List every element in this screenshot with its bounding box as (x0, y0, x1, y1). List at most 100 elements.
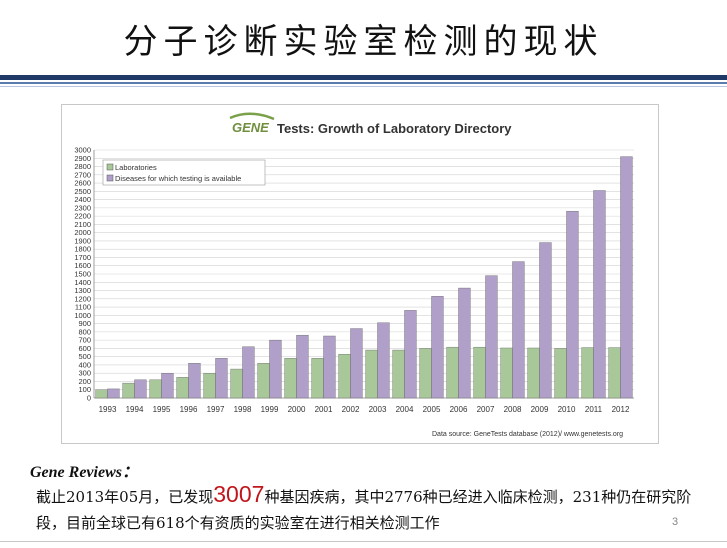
x-tick-label: 2006 (450, 405, 468, 414)
y-tick-label: 2500 (74, 187, 91, 196)
bar-laboratories (176, 377, 189, 399)
bar-diseases (269, 339, 282, 399)
bar-diseases (242, 346, 255, 399)
bar-diseases (539, 242, 552, 399)
bar-diseases (161, 373, 174, 399)
bar-diseases (350, 328, 363, 399)
y-tick-label: 400 (78, 360, 91, 369)
bar-diseases (134, 379, 147, 399)
chart-legend: Laboratories Diseases for which testing … (102, 159, 266, 186)
bar-diseases (296, 334, 309, 399)
bar-laboratories (311, 358, 324, 399)
chart-title: Tests: Growth of Laboratory Directory (277, 121, 512, 136)
y-tick-label: 500 (78, 352, 91, 361)
x-tick-label: 2004 (396, 405, 414, 414)
x-tick-label: 2008 (504, 405, 522, 414)
bar-diseases (323, 335, 336, 399)
y-tick-label: 1900 (74, 236, 91, 245)
y-tick-label: 2200 (74, 212, 91, 221)
bar-diseases (431, 296, 444, 399)
y-tick-label: 2700 (74, 170, 91, 179)
y-tick-label: 1100 (75, 303, 91, 312)
bar-diseases (377, 322, 390, 399)
bar-laboratories (365, 349, 378, 399)
bar-laboratories (230, 368, 243, 399)
chart-frame: GENE Tests: Growth of Laboratory Directo… (61, 104, 659, 444)
chart-title-group: GENE Tests: Growth of Laboratory Directo… (229, 112, 512, 136)
x-tick-label: 1993 (99, 405, 117, 414)
title-rule-light (0, 82, 727, 84)
y-tick-label: 1700 (74, 253, 91, 262)
summary-text-before: 截止2013年05月，已发现 (36, 488, 214, 506)
legend-label-laboratories: Laboratories (115, 163, 157, 172)
gene-reviews-heading: Gene Reviews： (30, 464, 138, 481)
y-tick-label: 2400 (74, 195, 91, 204)
disease-count-highlight: 3007 (213, 481, 265, 507)
bar-laboratories (203, 373, 216, 399)
y-tick-label: 600 (78, 344, 91, 353)
y-tick-label: 2900 (74, 154, 91, 163)
bar-chart: GENE Tests: Growth of Laboratory Directo… (74, 112, 634, 438)
y-tick-label: 2800 (74, 162, 91, 171)
y-tick-label: 300 (78, 369, 91, 378)
x-tick-label: 2005 (423, 405, 441, 414)
x-tick-label: 1996 (180, 405, 198, 414)
summary-text-after: 种基因疾病，其中2776种已经进入临床检测，231种仍在研究阶段，目前全球已有6… (36, 488, 692, 532)
x-tick-label: 2011 (585, 405, 603, 414)
y-tick-label: 700 (78, 336, 91, 345)
x-tick-label: 1994 (126, 405, 144, 414)
summary-paragraph: 截止2013年05月，已发现3007种基因疾病，其中2776种已经进入临床检测，… (36, 481, 706, 536)
bar-diseases (107, 388, 120, 399)
y-tick-label: 3000 (74, 146, 91, 155)
y-tick-label: 2000 (74, 228, 91, 237)
bar-diseases (458, 287, 471, 399)
y-tick-label: 1600 (74, 261, 91, 270)
footer-rule (0, 541, 727, 542)
bar-diseases (485, 275, 498, 399)
x-tick-label: 1999 (261, 405, 279, 414)
y-tick-label: 100 (78, 385, 91, 394)
bar-laboratories (419, 348, 432, 399)
legend-label-diseases: Diseases for which testing is available (115, 174, 241, 183)
y-tick-label: 800 (78, 327, 91, 336)
bar-laboratories (608, 347, 621, 399)
y-tick-label: 1500 (74, 270, 91, 279)
y-tick-label: 1800 (74, 245, 91, 254)
x-tick-label: 2012 (612, 405, 630, 414)
title-rule-faint (0, 86, 727, 87)
bar-laboratories (473, 346, 486, 399)
y-tick-label: 2600 (74, 179, 91, 188)
title-rule-dark (0, 75, 727, 80)
x-tick-label: 2000 (288, 405, 306, 414)
legend-swatch-diseases (106, 174, 114, 182)
bar-laboratories (581, 347, 594, 399)
bar-laboratories (527, 347, 540, 399)
y-tick-label: 1400 (74, 278, 91, 287)
y-tick-label: 900 (78, 319, 91, 328)
bar-diseases (566, 210, 579, 399)
bar-diseases (215, 358, 228, 399)
bar-diseases (620, 156, 633, 399)
page-number: 3 (672, 516, 679, 528)
x-tick-label: 1997 (207, 405, 225, 414)
x-tick-label: 2010 (558, 405, 576, 414)
x-tick-label: 2001 (315, 405, 333, 414)
x-tick-label: 2007 (477, 405, 495, 414)
bar-laboratories (284, 358, 297, 399)
x-tick-label: 2003 (369, 405, 387, 414)
y-tick-label: 0 (87, 394, 91, 403)
bar-laboratories (392, 349, 405, 399)
x-tick-label: 1998 (234, 405, 252, 414)
y-tick-label: 2100 (74, 220, 91, 229)
legend-swatch-laboratories (106, 163, 114, 171)
bar-diseases (188, 363, 201, 399)
legend-box (102, 159, 266, 186)
bar-diseases (404, 310, 417, 399)
y-tick-label: 1200 (74, 294, 91, 303)
bar-laboratories (338, 353, 351, 399)
bar-diseases (593, 190, 606, 399)
x-tick-label: 2009 (531, 405, 549, 414)
y-tick-label: 200 (78, 377, 91, 386)
logo-swoosh-icon (229, 112, 275, 121)
bar-diseases (512, 261, 525, 399)
